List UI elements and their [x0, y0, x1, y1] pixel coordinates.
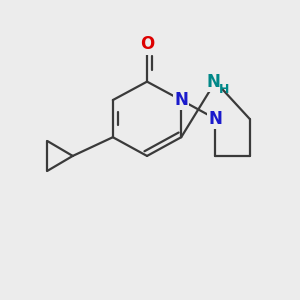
- Text: N: N: [208, 110, 222, 128]
- Text: N: N: [174, 91, 188, 109]
- Text: O: O: [140, 35, 154, 53]
- Text: N: N: [207, 73, 221, 91]
- Text: H: H: [218, 82, 229, 96]
